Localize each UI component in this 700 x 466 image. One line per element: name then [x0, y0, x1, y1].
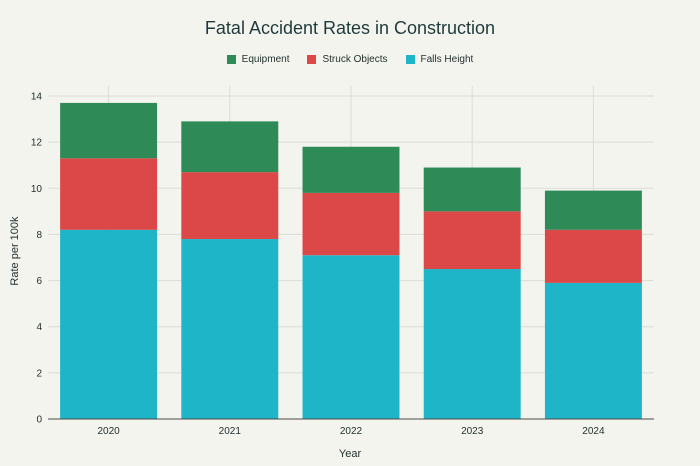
bar-segment[interactable] [181, 172, 279, 240]
bar-segment[interactable] [60, 229, 158, 419]
x-tick-label: 2021 [219, 426, 242, 437]
y-tick-label: 14 [31, 92, 43, 103]
legend-swatch [405, 55, 415, 64]
bar-segment[interactable] [60, 102, 158, 159]
legend-label: Falls Height [420, 54, 474, 65]
y-tick-label: 8 [36, 230, 42, 241]
bar-segment[interactable] [423, 167, 521, 212]
legend-item[interactable]: Falls Height [405, 54, 474, 65]
legend-label: Struck Objects [322, 54, 388, 65]
y-tick-label: 2 [36, 368, 42, 379]
x-tick-label: 2023 [461, 426, 484, 437]
bar-segment[interactable] [181, 121, 279, 173]
bar-segment[interactable] [544, 229, 642, 283]
x-tick-label: 2020 [97, 426, 120, 437]
legend-label: Equipment [241, 54, 290, 65]
y-tick-label: 10 [31, 184, 43, 195]
bar-segment[interactable] [302, 255, 400, 419]
bar-segment[interactable] [181, 239, 279, 419]
bar-segment[interactable] [302, 192, 400, 256]
legend-swatch [226, 55, 236, 64]
bar-segment[interactable] [423, 211, 521, 270]
chart-legend: Equipment Struck Objects Falls Height [0, 54, 700, 65]
chart-title: Fatal Accident Rates in Construction [204, 18, 496, 38]
y-tick-label: 12 [31, 138, 43, 149]
legend-item[interactable]: Equipment [226, 54, 290, 65]
bar-segment[interactable] [544, 282, 642, 419]
y-tick-label: 6 [36, 276, 42, 287]
x-tick-label: 2024 [582, 426, 605, 437]
bar-segment[interactable] [302, 146, 400, 193]
legend-item[interactable]: Struck Objects [307, 54, 388, 65]
y-tick-label: 0 [36, 415, 42, 426]
x-axis-label: Year [338, 448, 362, 460]
legend-swatch [307, 55, 317, 64]
y-tick-label: 4 [36, 322, 42, 333]
bar-segment[interactable] [423, 269, 521, 419]
bar-segment[interactable] [60, 158, 158, 230]
x-tick-label: 2022 [340, 426, 363, 437]
bar-segment[interactable] [544, 190, 642, 230]
